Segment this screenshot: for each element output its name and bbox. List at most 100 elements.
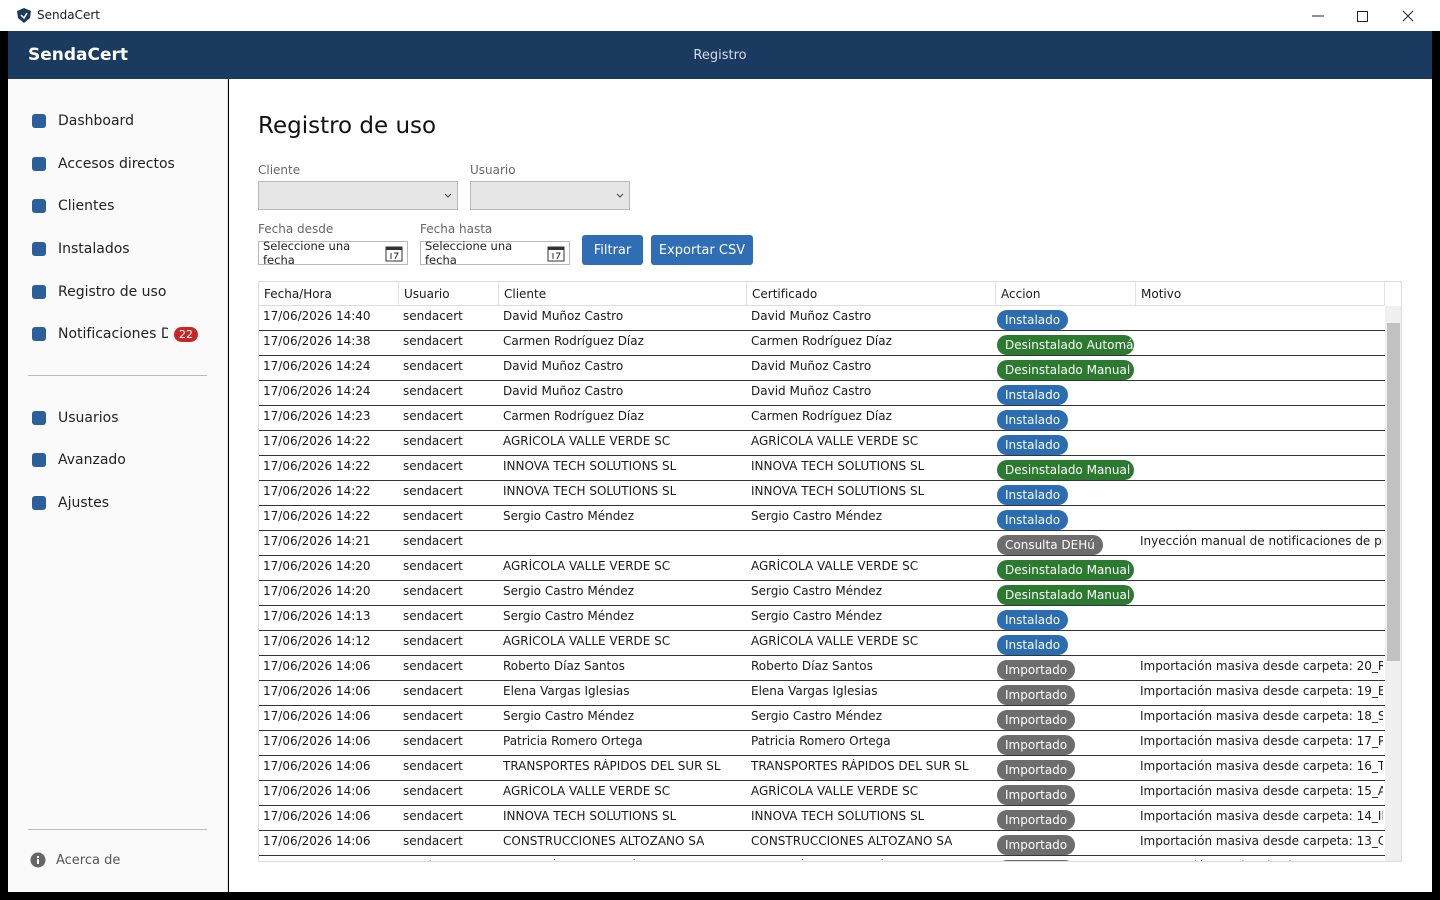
table-cell: sendacert — [403, 784, 463, 798]
table-cell: David Muñoz Castro — [751, 309, 872, 323]
nav-item[interactable]: Ajustes — [30, 491, 109, 515]
chevron — [616, 193, 624, 198]
table-row: 17/06/2026 14:06 sendacert GESTORÍA MEDITE… — [259, 856, 1385, 861]
table-cell: sendacert — [403, 834, 463, 848]
table-cell: Carmen Rodríguez Díaz — [751, 409, 892, 423]
action-badge: Instalado — [997, 510, 1069, 530]
table-row: 17/06/2026 14:06 sendacert AGRÍCOLA VALLE … — [259, 781, 1385, 806]
table-cell: Sergio Castro Méndez — [503, 509, 634, 523]
table-cell: Importación masiva desde carpeta: 14_INN… — [1140, 809, 1383, 823]
table-cell: Carmen Rodríguez Díaz — [751, 334, 892, 348]
table-row: 17/06/2026 14:40 sendacert David Muñoz Cas… — [259, 306, 1385, 331]
table-cell: sendacert — [403, 434, 463, 448]
table-cell: Patricia Romero Ortega — [751, 734, 891, 748]
table-cell: INNOVA TECH SOLUTIONS SL — [503, 459, 677, 473]
table-cell: sendacert — [403, 409, 463, 423]
table-row: 17/06/2026 14:12 sendacert AGRÍCOLA VALLE … — [259, 631, 1385, 656]
nav-item[interactable]: Instalados — [30, 237, 130, 261]
table-cell: Importación masiva desde carpeta: 13_CON… — [1140, 834, 1383, 848]
table-body: 17/06/2026 14:40 sendacert David Muñoz Cas… — [259, 306, 1385, 861]
column-header: Usuario — [399, 282, 499, 306]
app-header: SendaCert Registro — [8, 31, 1432, 79]
export-button[interactable]: Exportar CSV — [651, 235, 753, 265]
user-select[interactable] — [470, 181, 630, 210]
window-controls[interactable] — [1300, 8, 1420, 24]
table-cell: sendacert — [403, 734, 463, 748]
table-cell: sendacert — [403, 534, 463, 548]
table-row: 17/06/2026 14:06 sendacert Elena Vargas Ig… — [259, 681, 1385, 706]
table-row: 17/06/2026 14:06 sendacert Sergio Castro M… — [259, 706, 1385, 731]
action-badge: Importado — [997, 685, 1076, 705]
table-cell: sendacert — [403, 559, 463, 573]
filter-label: Fecha hasta — [420, 222, 493, 236]
nav-label: Registro de uso — [58, 284, 167, 300]
divider — [28, 829, 207, 830]
nav-item[interactable]: Dashboard — [30, 109, 134, 133]
window-title: SendaCert — [37, 8, 100, 22]
table-row: 17/06/2026 14:20 sendacert Sergio Castro M… — [259, 581, 1385, 606]
table-row: 17/06/2026 14:23 sendacert Carmen Rodrígue… — [259, 406, 1385, 431]
notification-badge: 22 — [174, 326, 198, 342]
chevron — [444, 193, 452, 198]
action-badge: Importado — [997, 860, 1076, 861]
nav-item[interactable]: Accesos directos — [30, 152, 175, 176]
table-row: 17/06/2026 14:06 sendacert Patricia Romero… — [259, 731, 1385, 756]
filter-label: Usuario — [470, 163, 516, 177]
page-title: Registro — [693, 48, 747, 63]
action-badge: Importado — [997, 835, 1076, 855]
nav-item[interactable]: Usuarios — [30, 406, 119, 430]
table-cell: David Muñoz Castro — [751, 359, 872, 373]
table-cell: sendacert — [403, 684, 463, 698]
table-cell: 17/06/2026 14:20 — [263, 584, 371, 598]
table-cell: 17/06/2026 14:24 — [263, 384, 371, 398]
table-row: 17/06/2026 14:22 sendacert INNOVA TECH SOL… — [259, 481, 1385, 506]
table-row: 17/06/2026 14:20 sendacert AGRÍCOLA VALLE … — [259, 556, 1385, 581]
about-link[interactable]: Acerca de — [30, 848, 120, 872]
table-cell: 17/06/2026 14:38 — [263, 334, 371, 348]
nav-item[interactable]: Clientes — [30, 194, 114, 218]
filter-button[interactable]: Filtrar — [582, 235, 643, 265]
table-cell: 17/06/2026 14:06 — [263, 709, 371, 723]
table-cell: Carmen Rodríguez Díaz — [503, 409, 644, 423]
nav-label: Instalados — [58, 241, 130, 257]
table-cell: sendacert — [403, 809, 463, 823]
table-cell: sendacert — [403, 709, 463, 723]
column-header: Motivo — [1136, 282, 1385, 306]
action-badge: Importado — [997, 660, 1076, 680]
action-badge: Importado — [997, 810, 1076, 830]
table-row: 17/06/2026 14:24 sendacert David Muñoz Cas… — [259, 381, 1385, 406]
nav-item[interactable]: Avanzado — [30, 448, 126, 472]
column-header: Accion — [996, 282, 1136, 306]
table-cell: GESTORÍA MEDITERRÁNEO SLU — [751, 859, 939, 861]
table-cell: AGRÍCOLA VALLE VERDE SC — [503, 634, 671, 648]
date-to[interactable]: Seleccione una fecha — [420, 239, 570, 267]
table-cell: 17/06/2026 14:21 — [263, 534, 371, 548]
table-cell: 17/06/2026 14:22 — [263, 484, 371, 498]
table-cell: 17/06/2026 14:12 — [263, 634, 371, 648]
table-cell: Importación masiva desde carpeta: 15_AGR… — [1140, 784, 1383, 798]
table-cell: Importación masiva desde carpeta: 16_TRA… — [1140, 759, 1383, 773]
table-row: 17/06/2026 14:06 sendacert CONSTRUCCIONES … — [259, 831, 1385, 856]
table-cell: sendacert — [403, 384, 463, 398]
table-cell: AGRÍCOLA VALLE VERDE SC — [503, 784, 671, 798]
date-from[interactable]: Seleccione una fecha — [258, 239, 408, 267]
nav-label: Dashboard — [58, 113, 134, 129]
client-select[interactable] — [258, 181, 458, 210]
table-row: 17/06/2026 14:22 sendacert INNOVA TECH SOL… — [259, 456, 1385, 481]
table-cell: sendacert — [403, 309, 463, 323]
nav-item[interactable]: Notificaciones DEHú 22 — [30, 322, 198, 346]
filter-label: Cliente — [258, 163, 301, 177]
log-table: Fecha/Hora Usuario Cliente Certificado Accio… — [258, 281, 1402, 862]
table-cell: sendacert — [403, 509, 463, 523]
scroll-thumb[interactable] — [1387, 323, 1400, 661]
table-cell: sendacert — [403, 859, 463, 861]
nav-item[interactable]: Registro de uso — [30, 280, 166, 304]
sidebar: Acerca de Dashboard Accesos directos Clien… — [8, 79, 228, 892]
table-cell: Elena Vargas Iglesias — [503, 684, 630, 698]
scrollbar[interactable] — [1385, 306, 1401, 861]
table-cell: AGRÍCOLA VALLE VERDE SC — [503, 559, 671, 573]
table-row: 17/06/2026 14:06 sendacert INNOVA TECH SOL… — [259, 806, 1385, 831]
table-cell: AGRÍCOLA VALLE VERDE SC — [751, 559, 919, 573]
table-cell: 17/06/2026 14:06 — [263, 784, 371, 798]
